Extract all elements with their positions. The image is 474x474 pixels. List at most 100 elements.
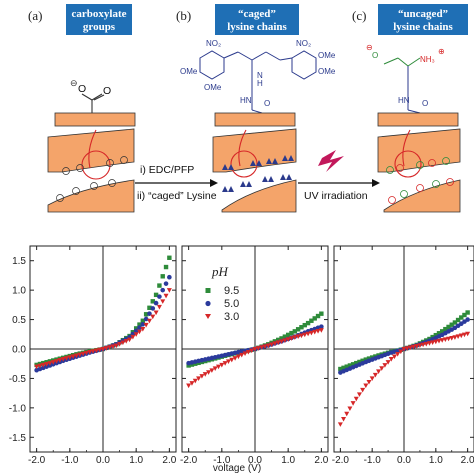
data-point-b-3.0-7 <box>209 368 215 373</box>
data-point-b-3.0-40 <box>318 328 324 333</box>
x-axis-label: voltage (V) <box>213 463 261 474</box>
data-point-c-3.0-21 <box>404 346 410 351</box>
data-point-c-9.5-30 <box>433 332 439 338</box>
caged-lysine-molecule <box>199 50 317 114</box>
data-point-a-9.5-32 <box>140 318 146 323</box>
data-point-b-9.5-30 <box>285 332 291 338</box>
data-point-b-3.0-32 <box>292 335 298 340</box>
caged-markers-b <box>222 155 294 192</box>
data-point-a-5.0-33 <box>143 316 149 322</box>
data-point-a-3.0-14 <box>80 351 86 357</box>
data-point-b-3.0-26 <box>272 341 278 347</box>
data-point-a-3.0-31 <box>137 329 142 335</box>
amide-nh-b: HN <box>240 96 252 105</box>
series-a-ph-3.0 <box>34 288 172 370</box>
data-point-a-3.0-19 <box>97 347 103 353</box>
data-point-a-3.0-35 <box>150 314 156 320</box>
legend-label-3.0: 3.0 <box>224 311 239 323</box>
data-point-b-9.5-28 <box>279 336 284 341</box>
data-point-a-3.0-24 <box>113 343 119 349</box>
data-point-a-3.0-29 <box>130 334 136 340</box>
data-point-c-3.0-20 <box>401 347 407 352</box>
data-point-b-3.0-4 <box>199 374 205 379</box>
data-point-b-3.0-27 <box>275 340 281 345</box>
data-point-b-3.0-3 <box>196 376 202 382</box>
data-point-c-9.5-35 <box>449 322 454 327</box>
data-point-a-3.0-40 <box>166 288 172 293</box>
data-point-b-3.0-22 <box>259 345 265 350</box>
surface-charges-c <box>386 157 454 204</box>
data-point-c-3.0-12 <box>376 369 382 374</box>
data-point-b-3.0-13 <box>229 357 235 363</box>
data-point-a-9.5-37 <box>157 283 162 288</box>
data-point-a-5.0-36 <box>153 300 159 306</box>
data-point-c-3.0-4 <box>350 401 356 406</box>
data-point-b-9.5-27 <box>276 337 281 343</box>
data-point-b-9.5-39 <box>315 313 321 319</box>
lysine-chain-c <box>407 66 421 114</box>
panel-a-letter: (a) <box>28 8 42 23</box>
lysine-nitrogen: N <box>257 71 263 80</box>
data-point-b-9.5-38 <box>312 316 317 321</box>
data-point-a-3.0-13 <box>77 352 83 358</box>
data-point-c-9.5-38 <box>459 315 464 320</box>
data-point-c-3.0-9 <box>366 379 372 385</box>
methoxy-right-1: OMe <box>318 51 336 60</box>
panel-a-title-box <box>66 4 132 35</box>
data-point-a-3.0-17 <box>90 349 96 354</box>
data-point-b-3.0-18 <box>245 349 251 355</box>
panel-a-title-line1: carboxylate <box>72 8 127 20</box>
data-point-b-3.0-20 <box>252 347 258 352</box>
data-point-c-9.5-34 <box>446 324 451 330</box>
data-point-a-3.0-23 <box>110 344 116 349</box>
data-point-b-3.0-23 <box>262 344 268 349</box>
data-point-a-3.0-34 <box>146 318 152 324</box>
y-tick-label-5: -1.0 <box>9 403 27 414</box>
data-point-b-3.0-17 <box>242 351 248 357</box>
carboxylate-o-c: O <box>372 51 378 60</box>
data-point-c-9.5-40 <box>465 310 470 315</box>
data-point-b-3.0-28 <box>279 339 285 344</box>
legend-label-5.0: 5.0 <box>224 298 239 310</box>
minus-charge-c: ⊖ <box>366 43 373 52</box>
data-point-a-5.0-40 <box>167 274 172 280</box>
top-plate-b <box>214 112 296 127</box>
data-point-a-3.0-5 <box>50 360 56 365</box>
data-point-b-3.0-35 <box>302 332 308 338</box>
data-point-a-3.0-9 <box>64 356 69 361</box>
data-point-b-5.0-40 <box>319 324 324 329</box>
lower-substrate-c <box>383 179 461 213</box>
panel-b-title-line2: lysine chains <box>227 21 287 33</box>
x-tick-label-a-0: -2.0 <box>28 455 46 466</box>
data-point-b-3.0-24 <box>265 343 271 349</box>
data-point-a-3.0-3 <box>44 362 50 367</box>
x-tick-label-b-3: 1.0 <box>281 455 295 466</box>
data-point-c-3.0-19 <box>398 349 404 355</box>
amide-nh-c: HN <box>398 96 410 105</box>
upper-substrate-c <box>377 128 461 173</box>
methoxy-left-1: OMe <box>180 67 198 76</box>
data-point-b-9.5-37 <box>309 318 314 323</box>
data-point-c-9.5-32 <box>439 329 445 334</box>
zoom-arrow-b <box>238 129 247 167</box>
panel-c-title-line1: “uncaged” <box>398 8 448 20</box>
data-point-b-3.0-14 <box>232 356 238 361</box>
data-point-c-9.5-31 <box>436 331 442 336</box>
panel-a-title-line2: groups <box>83 21 116 33</box>
data-point-c-9.5-1 <box>341 365 346 371</box>
data-point-b-9.5-34 <box>299 325 304 330</box>
data-point-c-3.0-15 <box>385 360 391 365</box>
data-point-a-3.0-10 <box>67 355 73 360</box>
data-point-c-9.5-4 <box>350 362 356 367</box>
plot-panel-a: -2.0 -1.0 0.0 1.0 2.0 1.5 1.0 0.5 0.0 -0.5 -1.0 -1.… <box>9 245 177 466</box>
data-point-c-9.5-5 <box>354 360 359 366</box>
data-point-a-3.0-4 <box>47 361 53 366</box>
data-point-c-3.0-24 <box>414 344 420 349</box>
data-point-a-3.0-32 <box>140 326 146 332</box>
data-point-a-3.0-7 <box>57 358 63 363</box>
data-point-a-3.0-21 <box>103 346 109 351</box>
data-point-a-3.0-30 <box>133 332 139 337</box>
data-point-b-3.0-37 <box>308 330 314 336</box>
data-point-a-3.0-33 <box>143 322 149 328</box>
data-point-b-3.0-34 <box>298 333 304 339</box>
